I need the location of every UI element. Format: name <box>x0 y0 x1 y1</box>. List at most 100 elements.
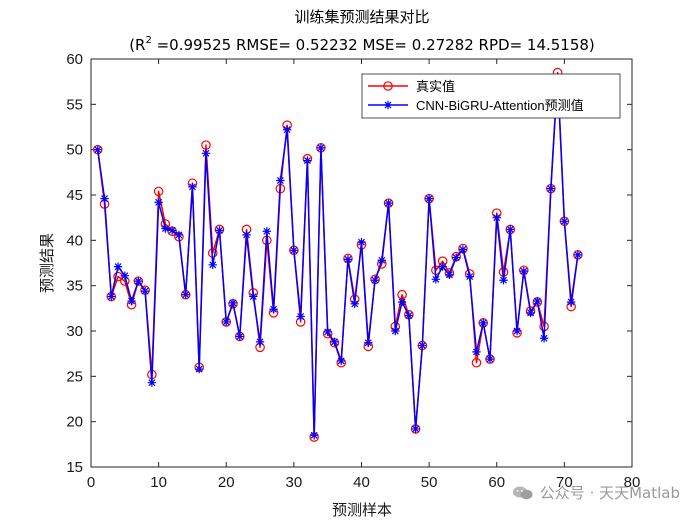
data-point-pred <box>370 276 380 285</box>
legend-marker-pred <box>383 100 393 110</box>
data-point-true <box>153 186 164 197</box>
data-point-pred <box>438 262 447 271</box>
subtitle-superscript: 2 <box>145 35 151 46</box>
data-point-pred <box>289 246 299 255</box>
data-point-pred <box>208 260 217 270</box>
data-point-pred <box>479 318 488 328</box>
data-point-pred <box>154 198 163 207</box>
data-point-pred <box>458 245 468 254</box>
data-point-pred <box>506 225 515 234</box>
data-point-pred <box>445 270 454 279</box>
data-point-pred <box>167 226 177 235</box>
data-point-pred <box>276 176 285 185</box>
y-tick-label: 20 <box>66 414 83 431</box>
data-point-pred <box>539 334 549 343</box>
subtitle-rest: =0.99525 RMSE= 0.52232 MSE= 0.27282 RPD=… <box>152 36 595 54</box>
x-tick-label: 80 <box>624 474 641 491</box>
x-tick-label: 20 <box>218 474 235 491</box>
data-point-pred <box>107 292 116 301</box>
data-point-pred <box>195 364 204 374</box>
data-point-pred <box>269 305 278 314</box>
data-point-pred <box>161 224 170 233</box>
data-point-pred <box>391 326 400 336</box>
data-point-pred <box>519 266 528 276</box>
legend-label-true: 真实值 <box>416 79 455 94</box>
data-point-pred <box>140 286 150 296</box>
plot-area <box>90 58 633 468</box>
x-axis-label: 预测样本 <box>332 501 392 519</box>
data-point-true <box>113 271 123 282</box>
data-point-pred <box>424 194 434 203</box>
y-tick-label: 30 <box>66 323 83 340</box>
y-tick-label: 45 <box>66 187 83 204</box>
y-axis-label: 预测结果 <box>38 233 56 293</box>
data-point-pred <box>100 194 109 203</box>
axis-ticks: 0 10 20 30 40 50 60 70 80 15 20 25 30 35 40 45 50 55 60 <box>66 51 640 491</box>
data-point-pred <box>181 290 190 299</box>
legend: 真实值 CNN-BiGRU-Attention预测值 <box>361 73 621 119</box>
chart-subtitle: (R2 =0.99525 RMSE= 0.52232 MSE= 0.27282 … <box>129 35 595 54</box>
data-point-pred <box>188 182 197 192</box>
x-tick-label: 70 <box>556 474 573 491</box>
data-point-pred <box>364 338 373 347</box>
data-point-pred <box>303 156 312 165</box>
data-point-pred <box>566 297 576 307</box>
data-point-pred <box>120 271 130 280</box>
subtitle-prefix: (R <box>129 36 145 54</box>
data-point-pred <box>411 424 420 434</box>
data-point-pred <box>330 337 339 347</box>
data-point-pred <box>215 226 224 235</box>
data-point-pred <box>201 149 211 158</box>
data-point-pred <box>296 312 305 321</box>
data-point-pred <box>323 327 332 337</box>
data-point-pred <box>357 237 366 247</box>
y-tick-label: 15 <box>66 459 83 476</box>
data-point-pred <box>384 198 393 208</box>
x-tick-label: 50 <box>421 474 438 491</box>
y-tick-label: 50 <box>66 142 83 159</box>
wechat-icon <box>512 486 533 499</box>
data-point-pred <box>418 341 427 350</box>
data-point-true <box>471 357 482 368</box>
data-point-pred <box>222 317 231 327</box>
data-point-pred <box>309 431 319 440</box>
watermark-text: 公众号 · 天天Matlab <box>539 484 680 502</box>
data-point-pred <box>472 347 481 357</box>
x-tick-label: 40 <box>353 474 370 491</box>
data-point-pred <box>242 230 251 240</box>
data-point-pred <box>113 262 123 271</box>
data-point-pred <box>255 337 265 347</box>
data-point-pred <box>512 326 522 336</box>
data-point-pred <box>465 272 474 281</box>
data-point-pred <box>404 311 414 320</box>
y-tick-label: 55 <box>66 96 83 113</box>
data-point-pred <box>343 255 353 264</box>
y-tick-label: 60 <box>66 51 83 68</box>
data-point-pred <box>377 256 386 265</box>
data-point-pred <box>546 184 556 193</box>
data-point-pred <box>127 296 136 306</box>
legend-star-path <box>383 100 393 110</box>
data-point-pred <box>147 378 157 387</box>
data-point-pred <box>134 276 143 286</box>
x-tick-label: 0 <box>87 474 95 491</box>
data-point-pred <box>350 299 359 308</box>
legend-box <box>361 73 621 119</box>
data-point-pred <box>526 308 535 318</box>
data-point-pred <box>235 332 244 341</box>
data-point-pred <box>397 297 407 307</box>
y-tick-label: 35 <box>66 278 83 295</box>
data-point-pred <box>93 145 102 154</box>
data-point-pred <box>431 275 441 284</box>
data-point-pred <box>249 292 258 301</box>
x-tick-label: 10 <box>150 474 167 491</box>
legend-marker-true <box>383 81 393 91</box>
data-point-pred <box>228 298 238 308</box>
data-point-pred <box>485 354 495 364</box>
chart-title: 训练集预测结果对比 <box>294 8 429 26</box>
data-point-pred <box>573 250 583 260</box>
data-point-pred <box>560 217 569 226</box>
data-point-pred <box>499 276 508 285</box>
data-point-pred <box>337 356 346 366</box>
